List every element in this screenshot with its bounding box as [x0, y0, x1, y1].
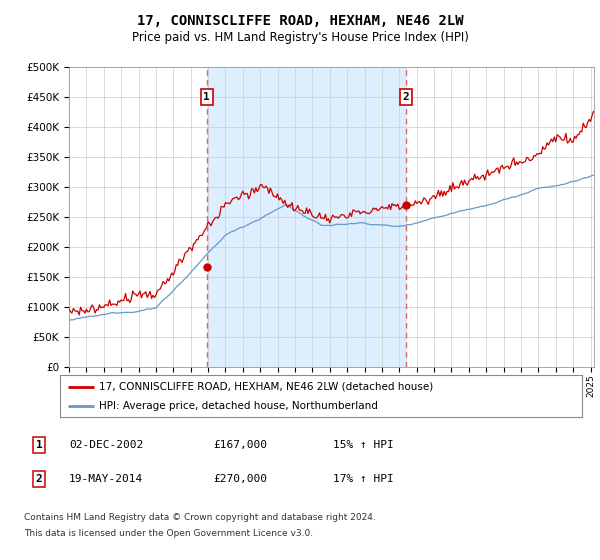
Text: 17% ↑ HPI: 17% ↑ HPI [333, 474, 394, 484]
Text: £270,000: £270,000 [213, 474, 267, 484]
Text: 17, CONNISCLIFFE ROAD, HEXHAM, NE46 2LW (detached house): 17, CONNISCLIFFE ROAD, HEXHAM, NE46 2LW … [99, 381, 433, 391]
Text: Contains HM Land Registry data © Crown copyright and database right 2024.: Contains HM Land Registry data © Crown c… [24, 513, 376, 522]
Text: 1: 1 [203, 92, 210, 102]
Text: 02-DEC-2002: 02-DEC-2002 [69, 440, 143, 450]
Text: 19-MAY-2014: 19-MAY-2014 [69, 474, 143, 484]
Text: HPI: Average price, detached house, Northumberland: HPI: Average price, detached house, Nort… [99, 401, 378, 411]
Text: 1: 1 [35, 440, 43, 450]
Text: 17, CONNISCLIFFE ROAD, HEXHAM, NE46 2LW: 17, CONNISCLIFFE ROAD, HEXHAM, NE46 2LW [137, 14, 463, 28]
Text: 2: 2 [35, 474, 43, 484]
Text: This data is licensed under the Open Government Licence v3.0.: This data is licensed under the Open Gov… [24, 529, 313, 538]
Text: £167,000: £167,000 [213, 440, 267, 450]
Text: Price paid vs. HM Land Registry's House Price Index (HPI): Price paid vs. HM Land Registry's House … [131, 31, 469, 44]
Bar [206, 67, 406, 367]
Text: 2: 2 [403, 92, 409, 102]
Text: 15% ↑ HPI: 15% ↑ HPI [333, 440, 394, 450]
